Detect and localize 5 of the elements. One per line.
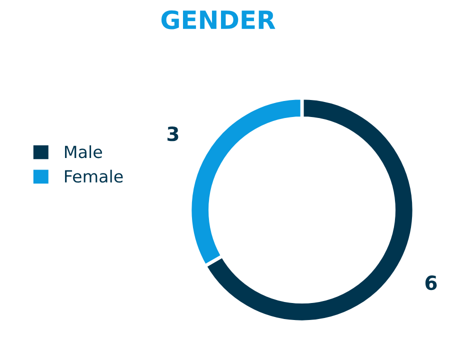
legend-label: Female <box>65 170 123 183</box>
chart-title: GENDER <box>161 10 276 30</box>
legend-label: Male <box>65 145 102 158</box>
data-label: 3 <box>168 126 178 142</box>
data-label: 6 <box>425 275 437 290</box>
